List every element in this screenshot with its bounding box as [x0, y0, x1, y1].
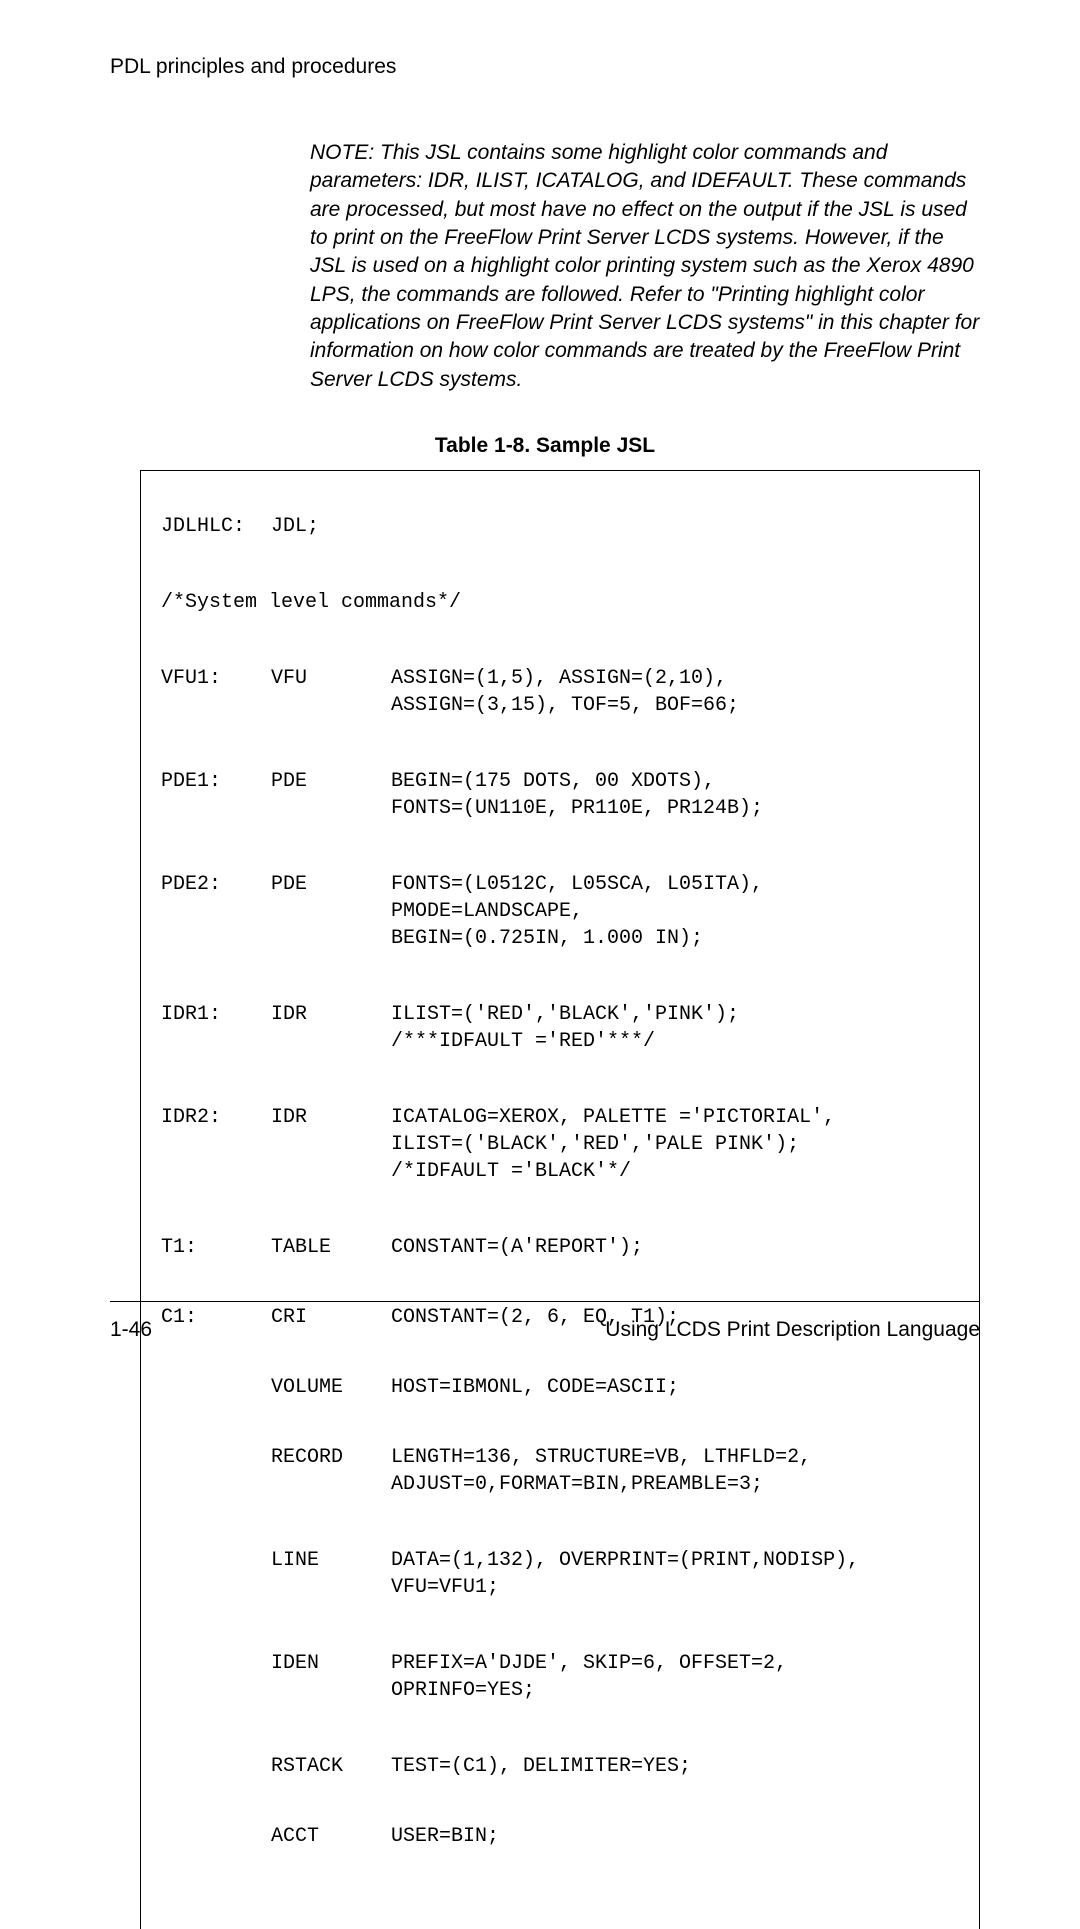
page-header: PDL principles and procedures: [110, 55, 980, 79]
code-cmd: VFU: [271, 665, 391, 692]
code-cmd: VOLUME: [271, 1374, 391, 1401]
code-params: BEGIN=(175 DOTS, 00 XDOTS), FONTS=(UN110…: [391, 768, 951, 822]
code-cmd: RSTACK: [271, 1753, 391, 1780]
code-cmd: TABLE: [271, 1234, 391, 1261]
code-label: PDE1:: [161, 768, 271, 795]
code-cmd: IDEN: [271, 1650, 391, 1677]
code-params: ILIST=('RED','BLACK','PINK'); /***IDFAUL…: [391, 1001, 951, 1055]
code-params: FONTS=(L0512C, L05SCA, L05ITA), PMODE=LA…: [391, 871, 951, 952]
code-label: PDE2:: [161, 871, 271, 898]
table-caption: Table 1-8. Sample JSL: [110, 434, 980, 458]
code-cmd: PDE: [271, 871, 391, 898]
code-listing: JDLHLC:JDL; /*System level commands*/ VF…: [140, 470, 980, 1929]
code-cmd: PDE: [271, 768, 391, 795]
code-params: USER=BIN;: [391, 1823, 951, 1850]
code-label: T1:: [161, 1234, 271, 1261]
code-comment: /*System level commands*/: [161, 591, 461, 614]
code-params: TEST=(C1), DELIMITER=YES;: [391, 1753, 951, 1780]
code-cmd: IDR: [271, 1104, 391, 1131]
code-label: JDLHLC:: [161, 513, 271, 540]
code-params: DATA=(1,132), OVERPRINT=(PRINT,NODISP), …: [391, 1547, 951, 1601]
page-number: 1-46: [110, 1318, 152, 1342]
code-cmd: IDR: [271, 1001, 391, 1028]
footer-rule: [110, 1301, 980, 1302]
code-params: ICATALOG=XEROX, PALETTE ='PICTORIAL', IL…: [391, 1104, 951, 1185]
code-cmd: JDL;: [271, 513, 391, 540]
code-params: LENGTH=136, STRUCTURE=VB, LTHFLD=2, ADJU…: [391, 1444, 951, 1498]
code-cmd: RECORD: [271, 1444, 391, 1471]
code-label: IDR2:: [161, 1104, 271, 1131]
code-params: CONSTANT=(A'REPORT');: [391, 1234, 951, 1261]
code-params: ASSIGN=(1,5), ASSIGN=(2,10), ASSIGN=(3,1…: [391, 665, 951, 719]
code-params: PREFIX=A'DJDE', SKIP=6, OFFSET=2, OPRINF…: [391, 1650, 951, 1704]
note-paragraph: NOTE: This JSL contains some highlight c…: [310, 139, 980, 394]
code-label: VFU1:: [161, 665, 271, 692]
code-label: IDR1:: [161, 1001, 271, 1028]
footer-title: Using LCDS Print Description Language: [605, 1318, 980, 1342]
code-cmd: LINE: [271, 1547, 391, 1574]
code-params: HOST=IBMONL, CODE=ASCII;: [391, 1374, 951, 1401]
code-cmd: ACCT: [271, 1823, 391, 1850]
